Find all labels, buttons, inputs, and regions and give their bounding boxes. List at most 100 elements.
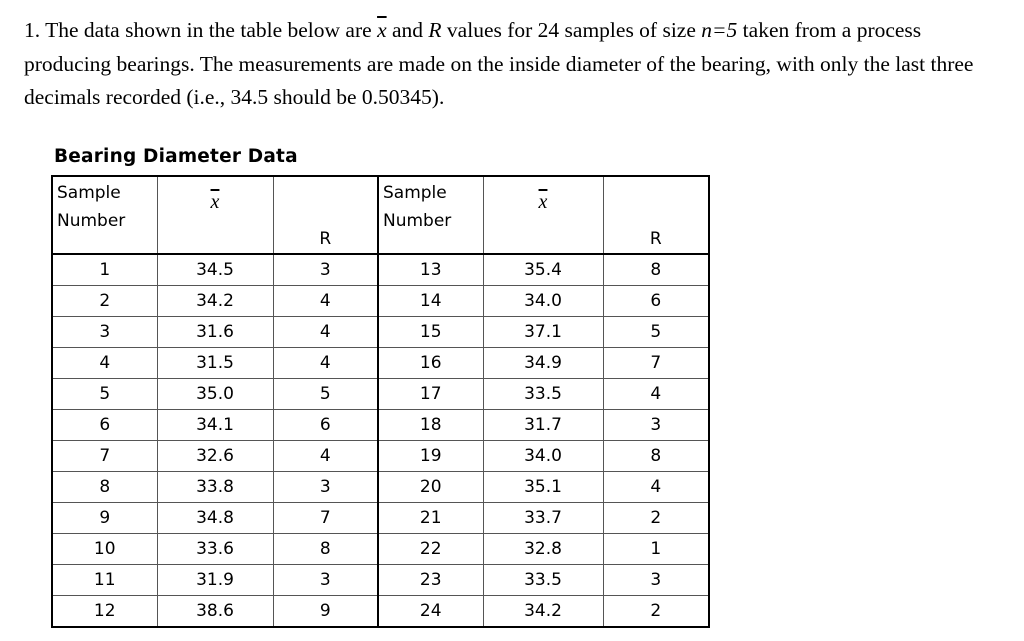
header-r-left: R [272,175,379,255]
range-cell: 4 [272,347,379,379]
range-cell: 4 [602,378,710,410]
xbar-cell: 35.0 [156,378,274,410]
xbar-cell: 33.5 [482,378,604,410]
xbar-cell: 34.2 [482,595,604,628]
table-row: 9 34.8 7 21 33.7 2 [51,502,710,534]
range-cell: 8 [272,533,379,565]
range-cell: 7 [602,347,710,379]
table-row: 6 34.1 6 18 31.7 3 [51,409,710,441]
header-xbar-left: x [156,175,274,255]
xbar-cell: 32.6 [156,440,274,472]
sample-number-cell: 10 [51,533,158,565]
sample-number-cell: 3 [51,316,158,348]
sample-number-cell: 9 [51,502,158,534]
range-cell: 3 [272,253,379,286]
sample-number-cell: 16 [377,347,484,379]
range-cell: 3 [272,471,379,503]
table-row: 2 34.2 4 14 34.0 6 [51,285,710,317]
range-cell: 4 [602,471,710,503]
sample-number-cell: 15 [377,316,484,348]
sample-number-cell: 19 [377,440,484,472]
header-xbar-right: x [482,175,604,255]
sample-number-cell: 21 [377,502,484,534]
sample-number-cell: 23 [377,564,484,596]
range-cell: 2 [602,502,710,534]
table-row: 1 34.5 3 13 35.4 8 [51,253,710,286]
xbar-cell: 31.5 [156,347,274,379]
xbar-cell: 35.1 [482,471,604,503]
sample-number-cell: 18 [377,409,484,441]
xbar-cell: 34.1 [156,409,274,441]
range-cell: 3 [602,564,710,596]
range-cell: 8 [602,253,710,286]
range-cell: 8 [602,440,710,472]
range-cell: 7 [272,502,379,534]
table-row: 7 32.6 4 19 34.0 8 [51,440,710,472]
problem-statement: 1. The data shown in the table below are… [24,14,1009,115]
xbar-cell: 34.5 [156,253,274,286]
sample-number-cell: 11 [51,564,158,596]
range-cell: 1 [602,533,710,565]
xbar-cell: 34.2 [156,285,274,317]
table-row: 10 33.6 8 22 32.8 1 [51,533,710,565]
range-cell: 5 [602,316,710,348]
table-row: 8 33.8 3 20 35.1 4 [51,471,710,503]
sample-number-cell: 17 [377,378,484,410]
header-sample-number-left: Sample Number [51,175,158,255]
range-cell: 5 [272,378,379,410]
sample-number-cell: 8 [51,471,158,503]
problem-text-4: taken from a process producing bearings.… [24,18,974,109]
sample-number-cell: 12 [51,595,158,628]
table-row: 3 31.6 4 15 37.1 5 [51,316,710,348]
xbar-cell: 38.6 [156,595,274,628]
table-row: 5 35.0 5 17 33.5 4 [51,378,710,410]
xbar-cell: 35.4 [482,253,604,286]
problem-text-1: The data shown in the table below are [40,18,378,42]
table-body: 1 34.5 3 13 35.4 8 2 34.2 4 14 34.0 6 3 31.6 4 15 37.1 5 4… [51,253,710,628]
sample-number-cell: 7 [51,440,158,472]
range-cell: 6 [272,409,379,441]
range-cell: 4 [272,316,379,348]
range-cell: 2 [602,595,710,628]
header-row: Sample Number x R Sample Number x R [51,175,710,255]
range-cell: 3 [602,409,710,441]
xbar-cell: 34.0 [482,440,604,472]
sample-number-cell: 5 [51,378,158,410]
range-cell: 3 [272,564,379,596]
header-sample-number-right: Sample Number [377,175,484,255]
xbar-cell: 31.9 [156,564,274,596]
table-row: 11 31.9 3 23 33.5 3 [51,564,710,596]
xbar-cell: 34.9 [482,347,604,379]
xbar-cell: 33.6 [156,533,274,565]
sample-number-cell: 2 [51,285,158,317]
xbar-symbol: x [377,18,387,42]
xbar-cell: 31.6 [156,316,274,348]
header-r-right: R [602,175,710,255]
range-cell: 4 [272,440,379,472]
range-cell: 9 [272,595,379,628]
sample-number-cell: 13 [377,253,484,286]
xbar-cell: 32.8 [482,533,604,565]
sample-number-cell: 6 [51,409,158,441]
table-row: 12 38.6 9 24 34.2 2 [51,595,710,628]
sample-number-cell: 24 [377,595,484,628]
r-symbol: R [428,18,442,42]
xbar-cell: 33.5 [482,564,604,596]
xbar-cell: 34.8 [156,502,274,534]
table-caption: Bearing Diameter Data [54,146,298,167]
range-cell: 6 [602,285,710,317]
problem-text-3: values for 24 samples of size [441,18,702,42]
xbar-cell: 33.7 [482,502,604,534]
sample-number-cell: 20 [377,471,484,503]
sample-number-cell: 22 [377,533,484,565]
sample-number-cell: 4 [51,347,158,379]
problem-number: 1. [24,18,41,42]
problem-text-2: and [386,18,429,42]
xbar-cell: 37.1 [482,316,604,348]
xbar-cell: 34.0 [482,285,604,317]
sample-number-cell: 14 [377,285,484,317]
xbar-cell: 33.8 [156,471,274,503]
bearing-data-table: Sample Number x R Sample Number x R 1 34.5 3… [51,175,710,628]
sample-number-cell: 1 [51,253,158,286]
xbar-cell: 31.7 [482,409,604,441]
